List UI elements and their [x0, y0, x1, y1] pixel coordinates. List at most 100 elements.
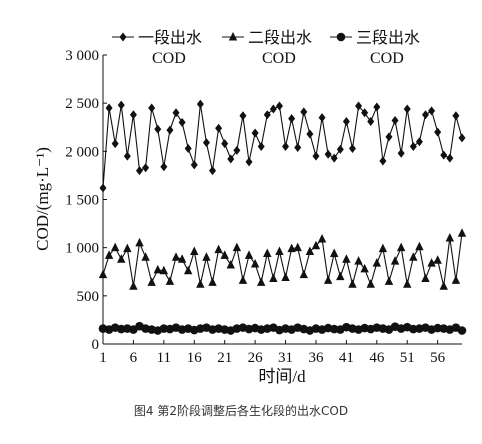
data-point — [367, 116, 375, 126]
x-tick-label: 36 — [308, 350, 324, 366]
data-point — [427, 258, 436, 267]
y-tick-label: 500 — [77, 289, 100, 305]
data-point — [440, 150, 448, 160]
x-tick-label: 56 — [430, 350, 446, 366]
data-point — [421, 110, 429, 120]
x-tick-label: 16 — [187, 350, 203, 366]
data-point — [311, 240, 321, 250]
data-point — [451, 275, 461, 284]
data-point — [238, 275, 248, 284]
data-point — [323, 275, 333, 284]
x-tick-label: 46 — [369, 350, 385, 366]
data-point — [141, 252, 150, 261]
data-point — [293, 242, 302, 252]
data-point — [384, 276, 394, 285]
data-point — [123, 151, 131, 161]
data-point — [190, 160, 198, 170]
data-point — [342, 254, 351, 263]
data-point — [306, 129, 314, 139]
data-point — [250, 259, 260, 268]
data-point — [220, 250, 229, 259]
series-line — [102, 104, 463, 188]
data-point — [148, 103, 156, 113]
y-axis: 0 500 1 000 1 500 2 000 2 500 3 000 — [65, 48, 107, 353]
data-point — [282, 142, 290, 152]
data-point — [153, 264, 162, 274]
data-point — [348, 143, 356, 153]
series-triangle — [98, 228, 467, 290]
data-point — [202, 252, 211, 261]
data-point — [275, 246, 284, 256]
data-point — [317, 233, 327, 243]
data-point — [385, 132, 393, 142]
data-point — [215, 123, 223, 133]
data-point — [409, 142, 417, 152]
data-point — [300, 107, 308, 117]
series-line — [102, 233, 463, 287]
data-point — [232, 242, 242, 252]
data-point — [129, 110, 137, 120]
data-point — [135, 237, 144, 247]
legend-marker — [119, 32, 127, 42]
data-point — [305, 246, 315, 256]
x-tick-label: 1 — [99, 350, 107, 366]
data-point — [105, 103, 113, 113]
data-point — [409, 252, 418, 261]
data-point — [421, 273, 430, 282]
data-point — [403, 279, 412, 288]
legend-item: 三段出水 COD — [330, 29, 420, 67]
data-point — [208, 277, 217, 286]
data-point — [160, 162, 168, 172]
x-tick-label: 6 — [130, 350, 138, 366]
data-point — [433, 255, 442, 264]
series-circle — [98, 321, 467, 335]
data-point — [196, 279, 205, 288]
data-point — [299, 269, 308, 279]
data-point — [171, 252, 181, 261]
data-point — [129, 281, 138, 290]
data-point — [183, 265, 193, 275]
figure-caption: 图4 第2阶段调整后各生化段的出水COD — [133, 404, 349, 418]
data-point — [336, 271, 345, 281]
x-axis-label: 时间/d — [258, 367, 306, 386]
legend-marker — [228, 32, 238, 41]
data-point — [245, 157, 253, 167]
data-point — [434, 127, 442, 137]
x-tick-label: 31 — [278, 350, 293, 366]
data-point — [154, 124, 162, 134]
data-point — [159, 265, 169, 275]
data-point — [415, 241, 424, 251]
data-point — [177, 254, 187, 263]
x-tick-label: 11 — [157, 350, 171, 366]
data-point — [390, 256, 400, 265]
data-point — [330, 153, 338, 163]
legend-marker — [336, 32, 346, 42]
data-point — [257, 277, 266, 286]
data-point — [294, 142, 302, 152]
data-point — [396, 242, 406, 252]
data-point — [379, 156, 387, 166]
data-point — [147, 277, 156, 286]
data-point — [269, 104, 277, 114]
data-point — [178, 117, 186, 127]
data-point — [257, 142, 265, 152]
data-point — [166, 125, 174, 135]
x-tick-label: 51 — [400, 350, 415, 366]
data-point — [263, 248, 272, 257]
legend-label-unit: COD — [370, 50, 404, 67]
data-point — [391, 116, 399, 126]
series-diamond — [99, 99, 466, 193]
data-point — [342, 116, 350, 126]
data-point — [312, 151, 320, 161]
data-point — [196, 99, 204, 109]
legend-item: 一段出水 COD — [112, 29, 202, 67]
data-point — [117, 254, 126, 263]
data-point — [209, 166, 217, 176]
data-point — [428, 106, 436, 116]
x-tick-label: 41 — [339, 350, 354, 366]
data-point — [244, 250, 254, 259]
legend-label: 三段出水 — [356, 29, 420, 47]
y-tick-label: 1 500 — [65, 193, 99, 209]
data-point — [172, 108, 180, 118]
